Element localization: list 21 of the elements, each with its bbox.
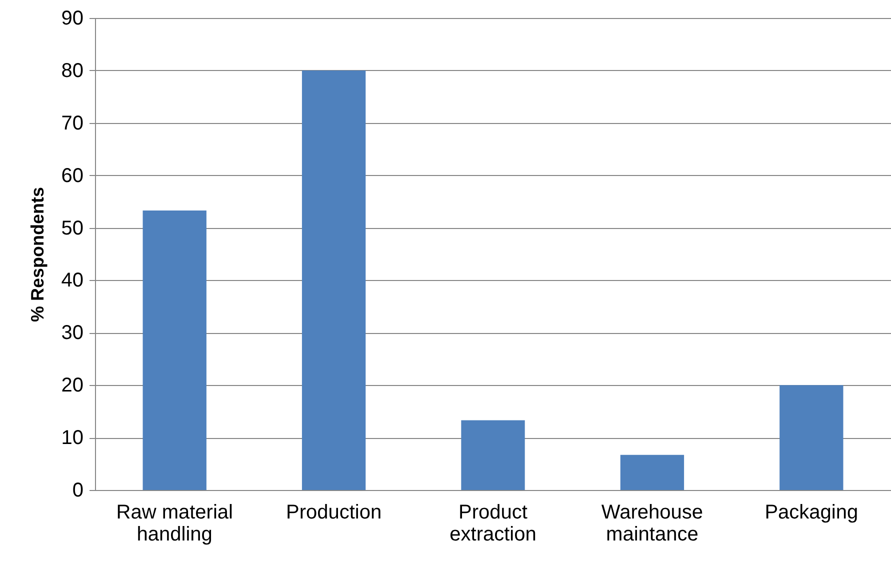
- y-tick-label: 60: [61, 164, 84, 187]
- bar: [461, 420, 525, 490]
- y-tick-label: 0: [72, 480, 84, 502]
- x-tick-label: Product extraction: [450, 502, 536, 546]
- x-tick-label: Packaging: [764, 502, 858, 524]
- y-tick-label: 20: [61, 374, 84, 397]
- y-tick-label: 10: [61, 427, 84, 450]
- bar: [620, 454, 684, 490]
- y-tick-label: 70: [61, 112, 84, 134]
- y-tick-label: 30: [61, 322, 84, 344]
- y-tick-label: 90: [61, 8, 84, 30]
- y-tick-label: 80: [61, 60, 84, 82]
- x-tick-label: Warehouse maintance: [601, 502, 703, 546]
- x-tick-label: Raw material handling: [116, 502, 233, 546]
- x-tick-label: Production: [286, 502, 382, 524]
- bar: [142, 210, 206, 490]
- bar: [302, 70, 366, 490]
- bar: [780, 385, 844, 490]
- y-tick-label: 50: [61, 217, 84, 240]
- y-axis-title: % Respondents: [27, 186, 48, 322]
- y-tick-label: 40: [61, 270, 84, 292]
